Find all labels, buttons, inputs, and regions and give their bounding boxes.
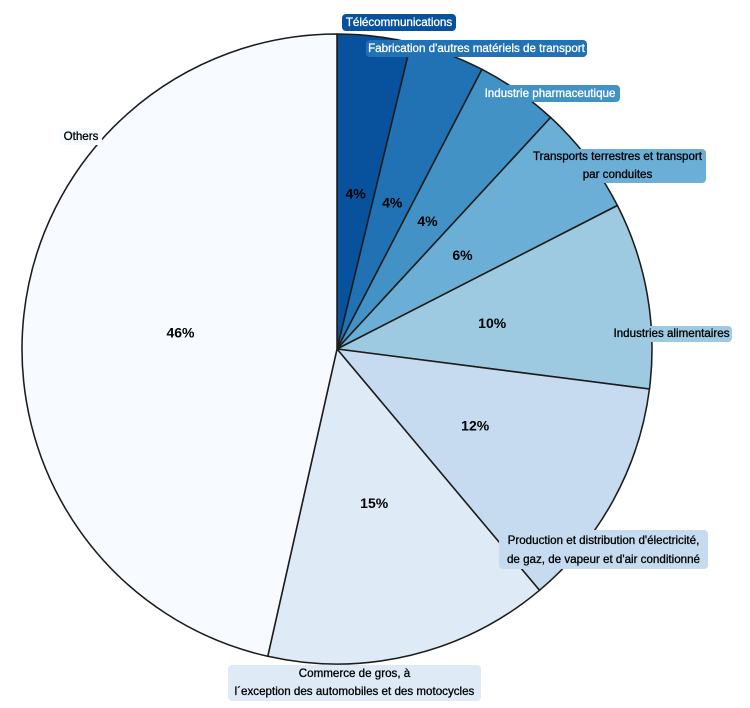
svg-text:15%: 15% (360, 495, 389, 511)
svg-text:6%: 6% (452, 247, 473, 263)
svg-text:4%: 4% (345, 186, 366, 202)
svg-text:4%: 4% (417, 213, 438, 229)
svg-text:46%: 46% (166, 325, 195, 341)
svg-text:12%: 12% (461, 418, 490, 434)
svg-text:10%: 10% (478, 315, 507, 331)
svg-text:4%: 4% (382, 195, 403, 211)
